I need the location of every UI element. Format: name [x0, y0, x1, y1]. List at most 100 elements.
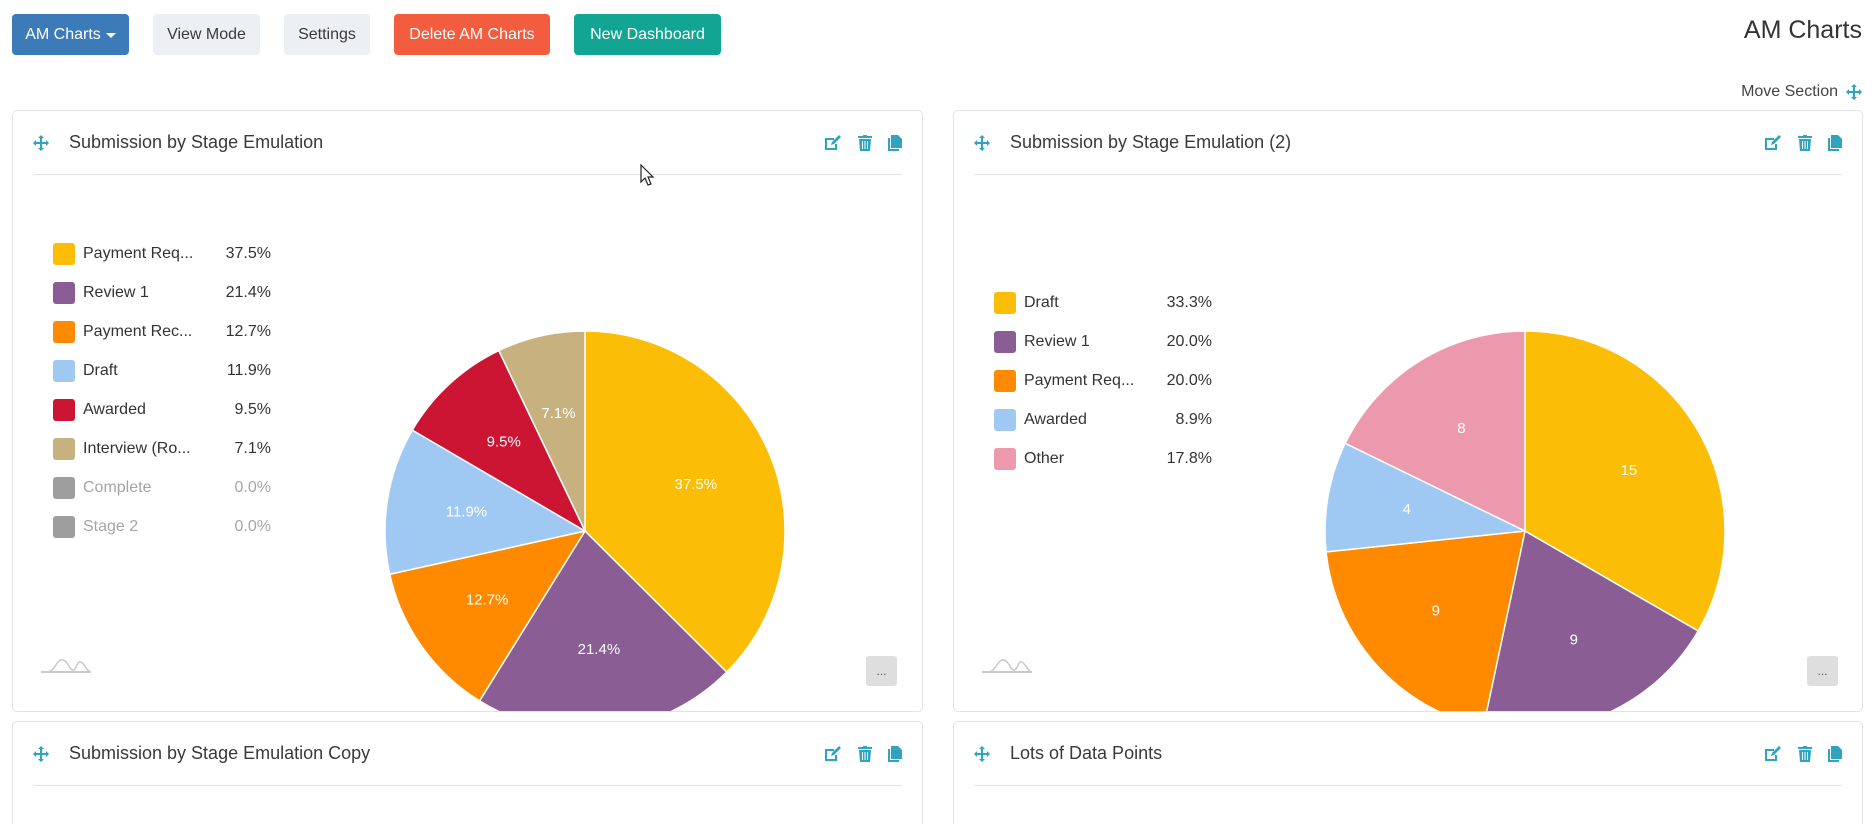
- slice-label: 15: [1621, 462, 1638, 479]
- pie-slice[interactable]: [411, 349, 587, 533]
- settings-button[interactable]: Settings: [284, 14, 370, 55]
- dashboard-dropdown-label: AM Charts: [25, 25, 101, 43]
- legend-swatch: [994, 409, 1016, 431]
- slice-label: 4: [1403, 501, 1411, 518]
- legend-item[interactable]: Payment Req... 20.0%: [994, 369, 1214, 393]
- dashboard-dropdown-button[interactable]: AM Charts: [12, 14, 129, 55]
- edit-icon[interactable]: [824, 134, 842, 151]
- slice-label: 9.5%: [487, 434, 521, 451]
- pie-chart: 15 9 9 4 8: [1324, 330, 1726, 712]
- copy-icon[interactable]: [888, 745, 902, 762]
- pie-slice[interactable]: [478, 529, 728, 712]
- legend-label: Payment Req...: [1024, 372, 1135, 389]
- legend-value: 33.3%: [1166, 294, 1212, 311]
- legend-item[interactable]: Awarded 8.9%: [994, 408, 1214, 432]
- more-options-button[interactable]: ...: [866, 656, 897, 686]
- pie-slice[interactable]: [1324, 442, 1528, 553]
- slice-label: 37.5%: [675, 476, 718, 493]
- legend-label: Other: [1024, 450, 1065, 467]
- legend-value: 12.7%: [225, 323, 271, 340]
- legend-label: Review 1: [83, 284, 149, 301]
- legend-item[interactable]: Review 1 21.4%: [53, 281, 273, 305]
- panel-title: Lots of Data Points: [1010, 743, 1163, 763]
- panel-title: Submission by Stage Emulation (2): [1010, 132, 1292, 152]
- chart-type-icon: [39, 656, 95, 681]
- legend-swatch: [994, 331, 1016, 353]
- delete-dashboard-button[interactable]: Delete AM Charts: [394, 14, 550, 55]
- chart-panel: Lots of Data Points: [953, 721, 1863, 824]
- edit-icon[interactable]: [1764, 134, 1782, 151]
- legend-value: 0.0%: [234, 518, 271, 535]
- legend-label: Payment Rec...: [83, 323, 193, 340]
- legend-item[interactable]: Draft 33.3%: [994, 291, 1214, 315]
- legend-value: 0.0%: [234, 479, 271, 496]
- legend-label: Stage 2: [83, 518, 139, 535]
- legend-item[interactable]: Payment Rec... 12.7%: [53, 320, 273, 344]
- legend-swatch: [53, 516, 75, 538]
- more-options-button[interactable]: ...: [1807, 656, 1838, 686]
- legend-label: Payment Req...: [83, 245, 194, 262]
- chart-type-icon: [980, 656, 1036, 681]
- panel-header: Submission by Stage Emulation (2): [974, 111, 1842, 175]
- slice-label: 21.4%: [578, 641, 621, 658]
- legend-label: Review 1: [1024, 333, 1090, 350]
- legend-swatch: [53, 243, 75, 265]
- legend-swatch: [53, 321, 75, 343]
- drag-handle-icon[interactable]: [33, 134, 49, 151]
- legend-value: 8.9%: [1175, 411, 1212, 428]
- legend-swatch: [994, 448, 1016, 470]
- panel-header: Lots of Data Points: [974, 722, 1842, 786]
- copy-icon[interactable]: [1828, 134, 1842, 151]
- trash-icon[interactable]: [858, 745, 872, 762]
- pie-slice[interactable]: [1344, 330, 1526, 533]
- legend-item[interactable]: Other 17.8%: [994, 447, 1214, 471]
- legend-swatch: [53, 399, 75, 421]
- legend-label: Interview (Ro...: [83, 440, 191, 457]
- trash-icon[interactable]: [1798, 134, 1812, 151]
- legend-item[interactable]: Awarded 9.5%: [53, 398, 273, 422]
- chart-panel: Submission by Stage Emulation Payment Re…: [12, 110, 923, 712]
- panel-title: Submission by Stage Emulation Copy: [69, 743, 371, 763]
- move-section-button[interactable]: Move Section: [1741, 83, 1862, 101]
- legend-value: 37.5%: [225, 245, 271, 262]
- pie-slice[interactable]: [388, 529, 587, 702]
- view-mode-button[interactable]: View Mode: [153, 14, 260, 55]
- legend-item[interactable]: Stage 2 0.0%: [53, 515, 273, 539]
- panel-header: Submission by Stage Emulation: [33, 111, 902, 175]
- pie-slice[interactable]: [497, 330, 586, 532]
- legend-item[interactable]: Draft 11.9%: [53, 359, 273, 383]
- edit-icon[interactable]: [1764, 745, 1782, 762]
- trash-icon[interactable]: [1798, 745, 1812, 762]
- trash-icon[interactable]: [858, 134, 872, 151]
- legend-swatch: [994, 370, 1016, 392]
- pie-slice[interactable]: [1483, 529, 1700, 712]
- page-title: AM Charts: [1743, 16, 1862, 44]
- copy-icon[interactable]: [888, 134, 902, 151]
- drag-handle-icon[interactable]: [974, 134, 990, 151]
- chart-panel: Submission by Stage Emulation Copy: [12, 721, 923, 824]
- drag-handle-icon[interactable]: [974, 745, 990, 762]
- pie-slice[interactable]: [1325, 530, 1526, 712]
- slice-label: 12.7%: [466, 591, 509, 608]
- legend-value: 11.9%: [226, 362, 271, 379]
- slice-label: 7.1%: [541, 405, 575, 422]
- legend-swatch: [994, 292, 1016, 314]
- move-icon: [1846, 84, 1862, 100]
- pie-slice[interactable]: [1524, 330, 1726, 633]
- legend-item[interactable]: Interview (Ro... 7.1%: [53, 437, 273, 461]
- pie-slice[interactable]: [384, 429, 588, 576]
- legend-swatch: [53, 360, 75, 382]
- new-dashboard-button[interactable]: New Dashboard: [574, 14, 721, 55]
- legend-item[interactable]: Payment Req... 37.5%: [53, 242, 273, 266]
- legend-item[interactable]: Review 1 20.0%: [994, 330, 1214, 354]
- copy-icon[interactable]: [1828, 745, 1842, 762]
- drag-handle-icon[interactable]: [33, 745, 49, 762]
- legend-swatch: [53, 477, 75, 499]
- legend-value: 17.8%: [1166, 450, 1212, 467]
- legend-label: Draft: [83, 362, 118, 379]
- legend-label: Draft: [1024, 294, 1059, 311]
- legend-item[interactable]: Complete 0.0%: [53, 476, 273, 500]
- legend-label: Awarded: [1024, 411, 1087, 428]
- edit-icon[interactable]: [824, 745, 842, 762]
- pie-slice[interactable]: [584, 330, 786, 674]
